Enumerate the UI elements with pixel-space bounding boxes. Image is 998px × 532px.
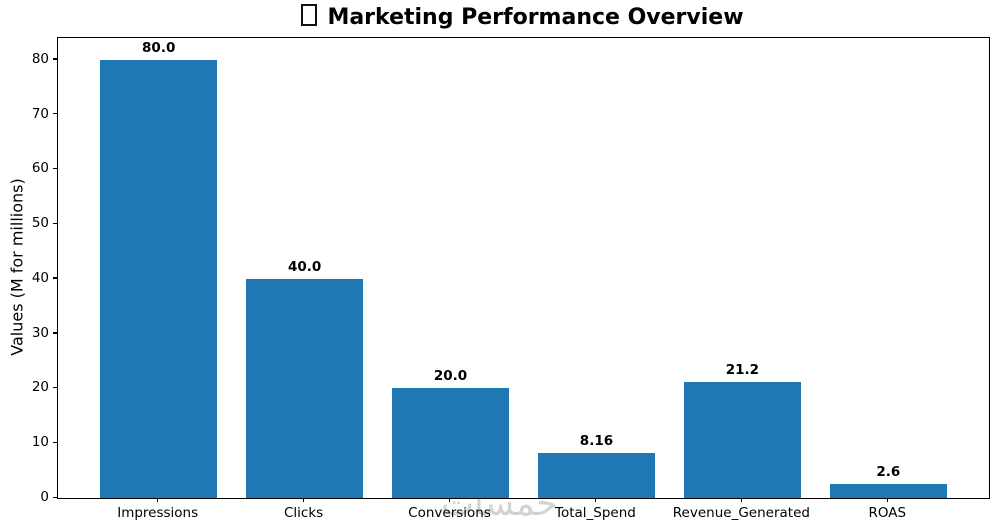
y-tick-label: 10	[31, 434, 49, 451]
missing-emoji-icon	[301, 4, 318, 26]
y-tick-label: 60	[31, 160, 49, 177]
y-tick-mark	[53, 113, 57, 115]
y-tick-label: 40	[31, 269, 49, 286]
y-tick-mark	[53, 332, 57, 334]
y-tick-mark	[53, 496, 57, 498]
y-tick-mark	[53, 277, 57, 279]
y-tick-label: 70	[31, 105, 49, 122]
bar-Conversions	[392, 388, 509, 498]
y-tick-label: 20	[31, 379, 49, 396]
x-tick-mark	[886, 498, 889, 503]
bar-value-label: 80.0	[142, 39, 176, 56]
bar-value-label: 8.16	[579, 433, 614, 450]
y-tick-mark	[53, 386, 57, 389]
x-tick-label-ROAS: ROAS	[868, 505, 907, 521]
chart-title: Marketing Performance Overview	[57, 4, 988, 30]
bar-value-label: 20.0	[433, 368, 468, 385]
x-tick-label-Total_Spend: Total_Spend	[555, 505, 636, 521]
y-tick-label: 30	[31, 324, 49, 341]
bar-Total_Spend	[538, 453, 655, 498]
x-tick-label-Revenue_Generated: Revenue_Generated	[672, 505, 810, 521]
y-tick-mark	[53, 441, 57, 444]
bar-value-label: 2.6	[876, 463, 901, 480]
y-tick-label: 80	[31, 50, 49, 67]
y-tick-label: 50	[31, 215, 49, 232]
y-tick-mark	[53, 222, 57, 224]
x-tick-mark	[594, 498, 597, 503]
x-tick-mark	[740, 498, 743, 503]
x-tick-mark	[157, 498, 159, 503]
chart-title-text: Marketing Performance Overview	[327, 5, 744, 30]
bar-ROAS	[829, 483, 947, 498]
bar-value-label: 40.0	[287, 258, 322, 275]
x-tick-label-Impressions: Impressions	[117, 505, 199, 521]
y-tick-mark	[53, 167, 57, 170]
x-tick-mark	[449, 498, 451, 503]
bar-Revenue_Generated	[684, 381, 801, 498]
bar-value-label: 21.2	[725, 361, 760, 378]
x-tick-label-Conversions: Conversions	[408, 505, 491, 521]
x-tick-label-Clicks: Clicks	[284, 505, 324, 521]
bar-Impressions	[100, 59, 218, 498]
x-tick-mark	[303, 498, 305, 503]
bar-Clicks	[246, 278, 363, 498]
plot-area: 80.0 40.0 20.0 8.16 21.2 2.6	[57, 37, 990, 499]
y-tick-label: 0	[40, 489, 49, 505]
y-tick-mark	[53, 58, 57, 60]
